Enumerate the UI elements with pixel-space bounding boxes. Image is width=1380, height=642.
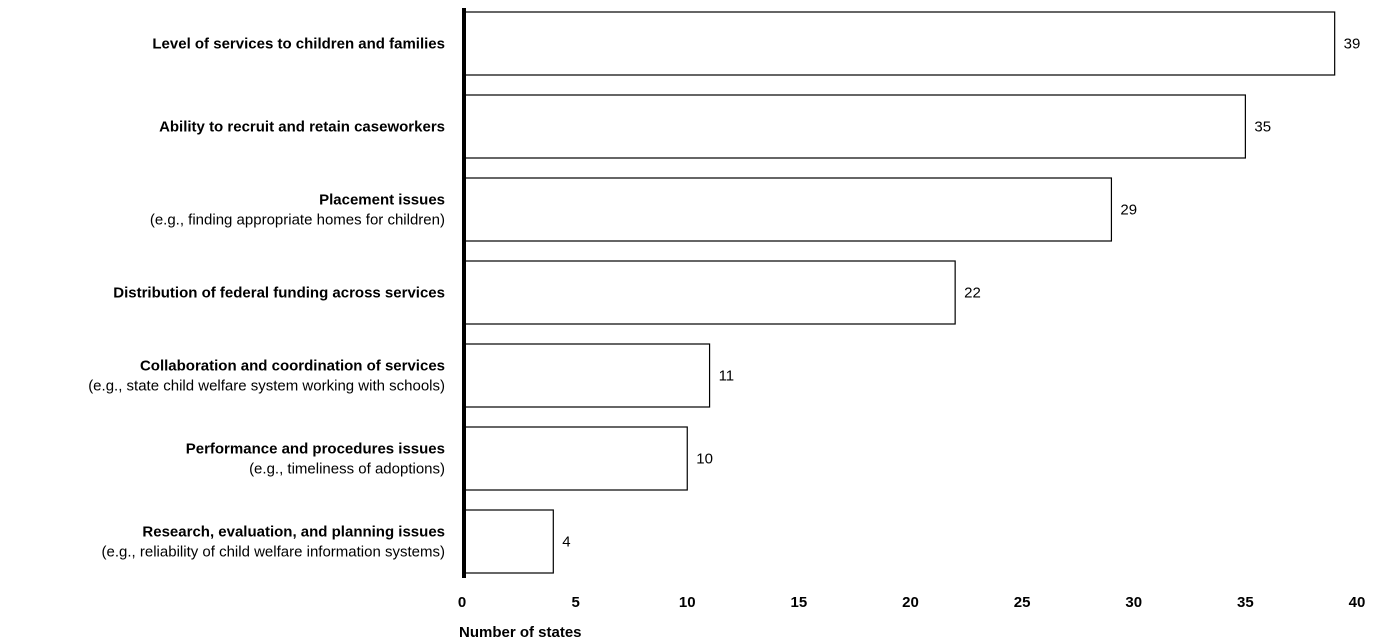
- x-tick-label: 10: [679, 594, 696, 611]
- value-labels: 39 35 29 22 11 10 4: [562, 36, 1360, 551]
- x-axis-title: Number of states: [459, 624, 582, 641]
- bar-value-label: 4: [562, 534, 570, 551]
- x-tick-labels: 0 5 10 15 20 25 30 35 40: [458, 594, 1366, 611]
- category-label: Research, evaluation, and planning issue…: [142, 524, 445, 541]
- bar: [463, 426, 688, 491]
- category-label: Collaboration and coordination of servic…: [140, 358, 445, 375]
- category-sublabel: (e.g., state child welfare system workin…: [88, 378, 445, 395]
- x-tick-label: 25: [1014, 594, 1031, 611]
- category-labels: Level of services to children and famili…: [88, 36, 445, 561]
- category-label: Level of services to children and famili…: [152, 36, 445, 53]
- x-tick-label: 35: [1237, 594, 1254, 611]
- bar: [463, 94, 1246, 159]
- x-tick-label: 20: [902, 594, 919, 611]
- category-sublabel: (e.g., finding appropriate homes for chi…: [150, 212, 445, 229]
- category-label: Ability to recruit and retain caseworker…: [159, 119, 445, 136]
- bars-group: [463, 11, 1336, 574]
- x-tick-label: 30: [1125, 594, 1142, 611]
- bar: [463, 177, 1113, 242]
- bar-value-label: 10: [696, 451, 713, 468]
- category-label: Distribution of federal funding across s…: [113, 285, 445, 302]
- bar-value-label: 39: [1344, 36, 1361, 53]
- x-tick-label: 15: [791, 594, 808, 611]
- bar-value-label: 35: [1254, 119, 1271, 136]
- category-sublabel: (e.g., timeliness of adoptions): [249, 461, 445, 478]
- x-tick-label: 40: [1349, 594, 1366, 611]
- bar: [463, 343, 711, 408]
- bar-value-label: 22: [964, 285, 981, 302]
- category-label: Performance and procedures issues: [186, 441, 445, 458]
- x-tick-label: 0: [458, 594, 466, 611]
- bar-value-label: 29: [1120, 202, 1137, 219]
- x-tick-label: 5: [571, 594, 579, 611]
- category-sublabel: (e.g., reliability of child welfare info…: [102, 544, 445, 561]
- bar: [463, 260, 956, 325]
- bar: [463, 509, 554, 574]
- category-label: Placement issues: [319, 192, 445, 209]
- bar-value-label: 11: [719, 368, 735, 385]
- bar: [463, 11, 1336, 76]
